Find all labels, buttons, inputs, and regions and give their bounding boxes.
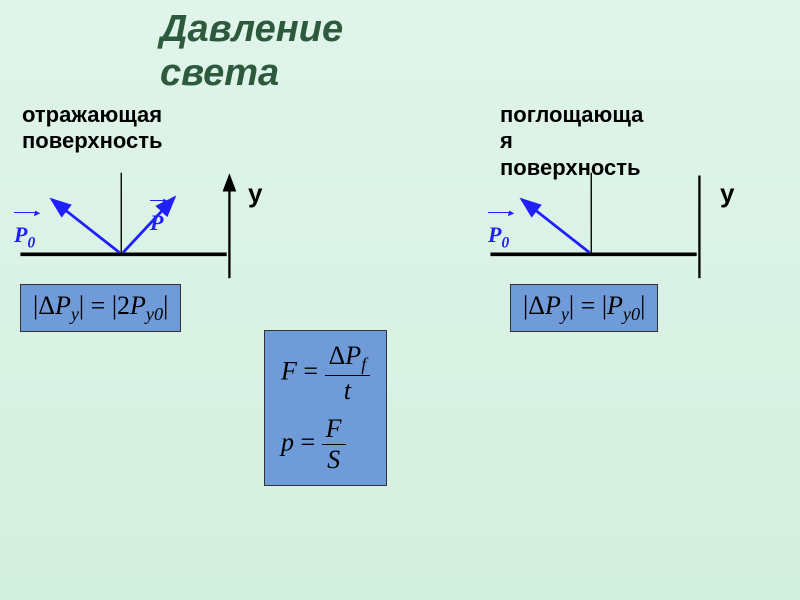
lhs-F: F: [281, 357, 297, 386]
diagram-absorbing: [480, 170, 730, 280]
den-t: t: [325, 376, 371, 406]
den-S: S: [322, 445, 346, 475]
title-line2: света: [160, 52, 279, 94]
coef-2: 2: [117, 291, 130, 320]
eq-force: F = ΔPf t: [281, 341, 370, 406]
lhs-p: p: [281, 428, 294, 457]
vector-p0: [52, 199, 120, 252]
p0-label-left: ▸ P0: [14, 222, 35, 252]
formula-center: F = ΔPf t p = F S: [264, 330, 387, 486]
num-sub: f: [361, 354, 366, 374]
var-p: P: [55, 291, 71, 320]
p0-text: P0: [488, 222, 509, 247]
p0-label-right: ▸ P0: [488, 222, 509, 252]
subtitle-left-l1: отражающая: [22, 102, 162, 127]
vector-p0: [522, 199, 590, 252]
eq-pressure: p = F S: [281, 414, 370, 475]
sub-y0: y0: [623, 304, 640, 324]
var-p2: P: [130, 291, 146, 320]
subtitle-right-l2: я: [500, 128, 513, 153]
subtitle-left-l2: поверхность: [22, 128, 163, 153]
diagram-reflecting: [10, 170, 260, 280]
num-F: F: [322, 414, 346, 445]
formula-reflect: |ΔPy| = |2Py0|: [20, 284, 181, 332]
sub-y0: y0: [146, 304, 163, 324]
p0-text: P0: [14, 222, 35, 247]
formula-absorb: |ΔPy| = |Py0|: [510, 284, 658, 332]
delta: Δ: [528, 291, 545, 320]
num-delta: Δ: [329, 341, 346, 370]
delta: Δ: [38, 291, 55, 320]
sub-y: y: [561, 304, 569, 324]
var-p2: P: [607, 291, 623, 320]
p-text: P: [150, 210, 163, 235]
slide-title: Давление света: [160, 8, 343, 95]
sub-y: y: [71, 304, 79, 324]
title-line1: Давление: [160, 8, 343, 50]
subtitle-reflecting: отражающая поверхность: [22, 102, 163, 155]
p-label-left: ▸ P: [150, 210, 163, 236]
num-P: P: [345, 341, 361, 370]
subtitle-right-l1: поглощающа: [500, 102, 643, 127]
var-p: P: [545, 291, 561, 320]
